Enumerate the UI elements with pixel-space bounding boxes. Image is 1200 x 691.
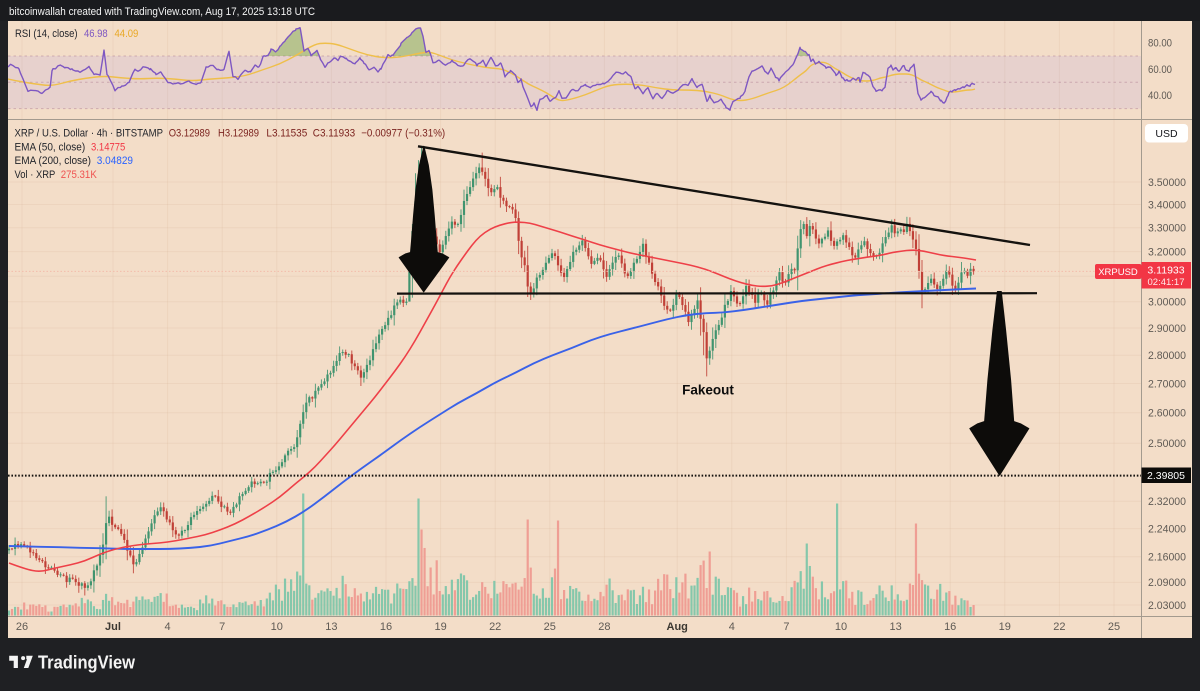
svg-text:80.00: 80.00: [1148, 38, 1172, 50]
svg-text:bitcoinwallah created with Tra: bitcoinwallah created with TradingView.c…: [9, 6, 315, 18]
svg-text:10: 10: [835, 621, 847, 633]
svg-text:16: 16: [380, 621, 392, 633]
svg-text:2.70000: 2.70000: [1148, 378, 1186, 390]
svg-text:26: 26: [16, 621, 28, 633]
svg-text:22: 22: [489, 621, 501, 633]
svg-text:2.24000: 2.24000: [1148, 523, 1186, 535]
svg-text:XRP / U.S. Dollar · 4h · BITST: XRP / U.S. Dollar · 4h · BITSTAMPO3.1298…: [15, 128, 446, 140]
svg-text:3.20000: 3.20000: [1148, 246, 1186, 258]
svg-text:2.50000: 2.50000: [1148, 438, 1186, 450]
svg-text:2.80000: 2.80000: [1148, 350, 1186, 362]
svg-text:Aug: Aug: [667, 621, 688, 633]
svg-text:3.50000: 3.50000: [1148, 177, 1186, 189]
svg-text:25: 25: [1108, 621, 1120, 633]
svg-text:2.32000: 2.32000: [1148, 496, 1186, 508]
svg-text:19: 19: [999, 621, 1011, 633]
svg-text:60.00: 60.00: [1148, 64, 1172, 76]
svg-text:XRPUSD: XRPUSD: [1098, 267, 1138, 278]
svg-text:19: 19: [434, 621, 446, 633]
svg-text:13: 13: [889, 621, 901, 633]
svg-text:Jul: Jul: [105, 621, 121, 633]
svg-text:40.00: 40.00: [1148, 90, 1172, 102]
svg-text:3.11933: 3.11933: [1147, 265, 1184, 277]
svg-text:22: 22: [1053, 621, 1065, 633]
svg-text:TradingView: TradingView: [38, 653, 136, 673]
svg-text:28: 28: [598, 621, 610, 633]
svg-text:Fakeout: Fakeout: [682, 383, 734, 398]
svg-text:3.30000: 3.30000: [1148, 223, 1186, 235]
svg-text:2.39805: 2.39805: [1147, 470, 1185, 482]
svg-text:2.60000: 2.60000: [1148, 408, 1186, 420]
svg-text:4: 4: [729, 621, 735, 633]
svg-text:USD: USD: [1155, 128, 1178, 140]
svg-text:7: 7: [783, 621, 789, 633]
svg-text:10: 10: [271, 621, 283, 633]
svg-text:02:41:17: 02:41:17: [1148, 277, 1185, 288]
svg-text:16: 16: [944, 621, 956, 633]
svg-text:4: 4: [165, 621, 171, 633]
svg-text:7: 7: [219, 621, 225, 633]
svg-text:EMA (200, close)3.04829: EMA (200, close)3.04829: [15, 155, 134, 167]
svg-text:13: 13: [325, 621, 337, 633]
svg-text:3.00000: 3.00000: [1148, 297, 1186, 309]
svg-text:2.90000: 2.90000: [1148, 323, 1186, 335]
svg-text:2.09000: 2.09000: [1148, 577, 1186, 589]
svg-text:25: 25: [544, 621, 556, 633]
svg-text:2.16000: 2.16000: [1148, 552, 1186, 564]
svg-text:2.03000: 2.03000: [1148, 600, 1186, 612]
svg-text:3.40000: 3.40000: [1148, 199, 1186, 211]
svg-text:EMA (50, close)3.14775: EMA (50, close)3.14775: [15, 141, 126, 153]
